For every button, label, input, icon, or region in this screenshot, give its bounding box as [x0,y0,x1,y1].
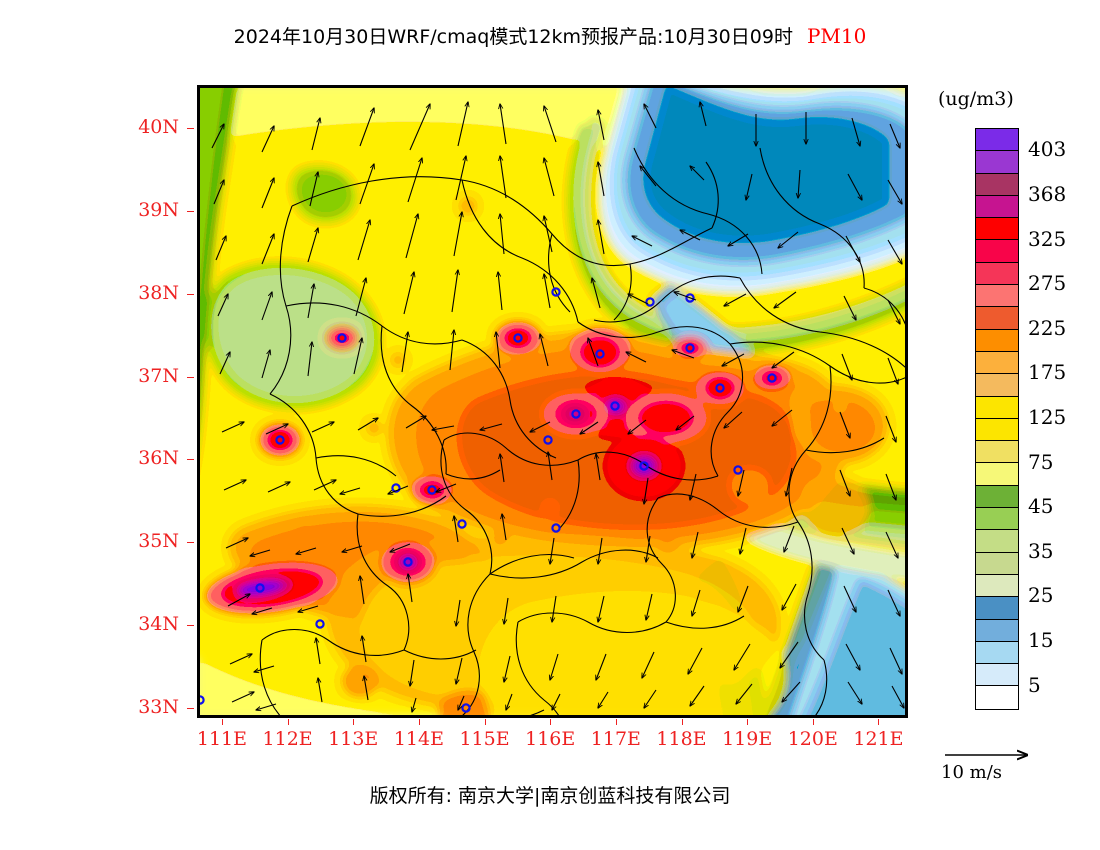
map-canvas[interactable] [200,88,905,715]
wind-scale-arrow [941,746,1081,764]
colorbar-tick-label: 5 [1028,672,1041,697]
lat-tick-mark [187,210,194,212]
colorbar-segment[interactable] [976,664,1018,687]
colorbar-segment[interactable] [976,285,1018,308]
province-boundaries [259,147,905,715]
lon-tick-mark [353,719,355,725]
colorbar-segment[interactable] [976,530,1018,553]
lon-tick-label: 118E [656,728,707,750]
lon-tick-label: 119E [722,728,773,750]
copyright-footer: 版权所有: 南京大学|南京创蓝科技有限公司 [369,785,731,807]
colorbar-segment[interactable] [976,619,1018,642]
lat-tick-mark [187,542,194,544]
lon-tick-mark [221,719,223,725]
colorbar-segment[interactable] [976,218,1018,241]
page-title: 2024年10月30日WRF/cmaq模式12km预报产品:10月30日09时 P… [0,22,1100,49]
lat-tick-label: 36N [138,447,179,470]
colorbar-segment[interactable] [976,307,1018,330]
map-border [197,85,908,718]
colorbar-tick-label: 15 [1028,628,1054,653]
wind-scale-label: 10 m/s [941,762,1002,783]
lat-tick-label: 39N [138,198,179,221]
lat-tick-mark [187,459,194,461]
lon-tick-mark [418,719,420,725]
colorbar-tick-label: 325 [1028,226,1067,251]
colorbar-segment[interactable] [976,151,1018,174]
colorbar-tick-label: 75 [1028,449,1054,474]
lon-tick-mark [550,719,552,725]
lon-tick-mark [747,719,749,725]
wind-vectors [211,102,904,712]
colorbar-segment[interactable] [976,262,1018,286]
lat-tick-label: 35N [138,530,179,553]
colorbar-segment[interactable] [976,173,1018,196]
lat-tick-label: 38N [138,281,179,304]
lon-tick-mark [287,719,289,725]
colorbar-tick-label: 25 [1028,583,1054,608]
colorbar-segment[interactable] [976,641,1018,665]
lon-tick-label: 112E [262,728,313,750]
city-markers [200,287,777,713]
lat-tick-mark [187,625,194,627]
colorbar-segment[interactable] [976,508,1018,531]
lon-tick-mark [615,719,617,725]
colorbar-tick-label: 403 [1028,137,1067,162]
colorbar-segment[interactable] [976,686,1018,709]
colorbar-segment[interactable] [976,240,1018,263]
lon-tick-mark [878,719,880,725]
colorbar[interactable] [975,128,1019,710]
lat-tick-label: 34N [138,613,179,636]
colorbar-segment[interactable] [976,374,1018,397]
lon-tick-label: 115E [459,728,510,750]
lon-tick-mark [484,719,486,725]
colorbar-segment[interactable] [976,418,1018,442]
lat-tick-mark [187,376,194,378]
colorbar-tick-label: 175 [1028,360,1067,385]
colorbar-segment[interactable] [976,485,1018,509]
colorbar-unit-label: (ug/m3) [938,88,1014,110]
colorbar-tick-label: 225 [1028,315,1067,340]
lon-tick-label: 117E [590,728,641,750]
lat-tick-mark [187,128,194,130]
colorbar-segment[interactable] [976,552,1018,575]
colorbar-tick-label: 35 [1028,538,1054,563]
title-main-text: 2024年10月30日WRF/cmaq模式12km预报产品:10月30日09时 [233,26,793,48]
lat-tick-label: 33N [138,696,179,719]
colorbar-segment[interactable] [976,463,1018,486]
colorbar-segment[interactable] [976,329,1018,352]
colorbar-segment[interactable] [976,396,1018,419]
lon-tick-label: 111E [196,728,247,750]
lon-tick-label: 116E [525,728,576,750]
title-species-label: PM10 [806,24,867,48]
forecast-map[interactable] [197,85,908,718]
colorbar-segment[interactable] [976,129,1018,152]
concentration-field [200,88,905,715]
colorbar-segment[interactable] [976,574,1018,598]
lon-tick-label: 121E [853,728,904,750]
lon-tick-label: 120E [787,728,838,750]
lat-tick-mark [187,708,194,710]
colorbar-tick-label: 125 [1028,405,1067,429]
colorbar-tick-label: 45 [1028,494,1054,519]
colorbar-segment[interactable] [976,195,1018,219]
lat-tick-label: 37N [138,364,179,387]
lon-tick-mark [681,719,683,725]
colorbar-segment[interactable] [976,351,1018,375]
lon-tick-mark [812,719,814,725]
lat-tick-mark [187,293,194,295]
colorbar-tick-label: 275 [1028,271,1067,296]
lon-tick-label: 114E [393,728,444,750]
lon-tick-label: 113E [328,728,379,750]
colorbar-segment[interactable] [976,441,1018,464]
colorbar-segment[interactable] [976,597,1018,620]
lat-tick-label: 40N [138,116,179,139]
colorbar-tick-label: 368 [1028,181,1067,206]
